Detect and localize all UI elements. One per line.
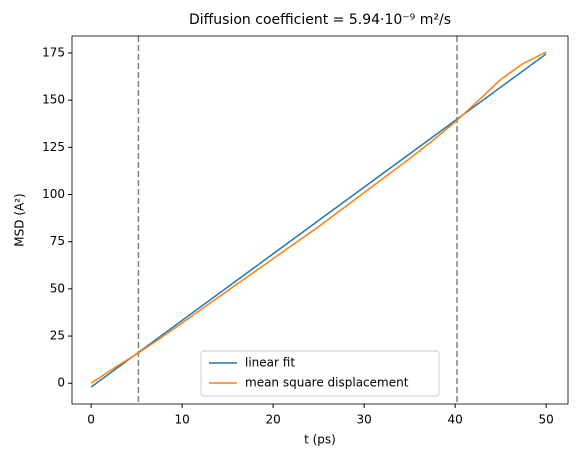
y-tick-label: 50: [50, 281, 65, 295]
chart-title: Diffusion coefficient = 5.94·10⁻⁹ m²/s: [189, 12, 451, 28]
y-tick-label: 100: [42, 187, 65, 201]
y-tick-label: 150: [42, 93, 65, 107]
y-axis-label: MSD (A²): [13, 193, 27, 246]
x-tick-label: 30: [356, 413, 371, 427]
legend-box: [200, 350, 440, 397]
legend-label: mean square displacement: [245, 376, 409, 390]
y-tick-label: 75: [50, 234, 65, 248]
x-axis-label: t (ps): [304, 433, 336, 447]
x-tick-label: 40: [448, 413, 463, 427]
x-tick-label: 50: [539, 413, 554, 427]
series-line: [90, 51, 547, 384]
legend-label: linear fit: [245, 356, 295, 370]
plot-frame: [71, 35, 569, 405]
y-tick-label: 175: [42, 45, 65, 59]
series-line: [90, 53, 547, 388]
x-tick-label: 10: [174, 413, 189, 427]
y-tick-label: 125: [42, 140, 65, 154]
x-tick-label: 0: [87, 413, 95, 427]
y-tick-label: 0: [57, 376, 65, 390]
y-tick-label: 25: [50, 329, 65, 343]
x-tick-label: 20: [265, 413, 280, 427]
